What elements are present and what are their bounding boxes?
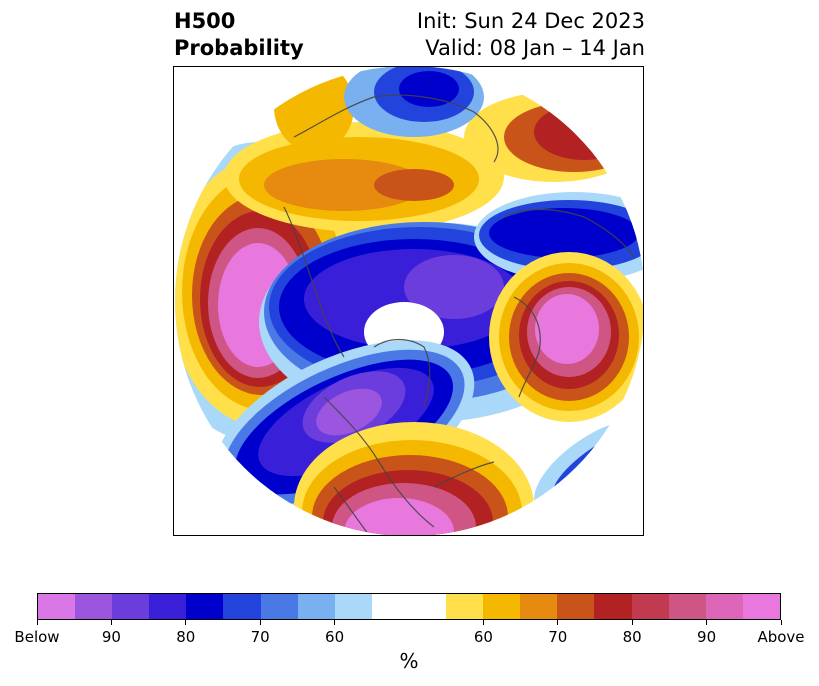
colorbar-swatch <box>705 594 743 619</box>
colorbar-swatch <box>631 594 669 619</box>
anomaly-eurasia-below <box>474 192 643 282</box>
colorbar-swatch <box>334 594 372 619</box>
colorbar-swatch <box>557 594 595 619</box>
colorbar-tick <box>334 620 336 625</box>
colorbar-swatch <box>260 594 298 619</box>
colorbar-tick <box>36 620 38 625</box>
colorbar-label: 60 <box>325 628 345 646</box>
colorbar-label: 70 <box>548 628 568 646</box>
colorbar-swatch <box>38 594 76 619</box>
colorbar-label: 90 <box>697 628 717 646</box>
title-variable: H500 <box>174 9 236 33</box>
colorbar-tick <box>557 620 559 625</box>
colorbar-swatch <box>186 594 224 619</box>
colorbar-label: 90 <box>101 628 121 646</box>
colorbar-tick <box>780 620 782 625</box>
colorbar-label: 80 <box>622 628 642 646</box>
colorbar-swatch <box>112 594 150 619</box>
colorbar-swatch <box>408 594 447 619</box>
map-svg <box>175 67 643 535</box>
colorbar-swatch <box>297 594 335 619</box>
colorbar-swatch <box>446 594 484 619</box>
colorbar-tick <box>110 620 112 625</box>
title-left: H500 Probability <box>174 8 304 62</box>
colorbar-swatch <box>149 594 187 619</box>
probability-map <box>173 66 644 536</box>
init-date: Init: Sun 24 Dec 2023 <box>416 9 645 33</box>
colorbar-swatch <box>520 594 558 619</box>
colorbar-swatch <box>483 594 521 619</box>
colorbar-swatch <box>371 594 409 619</box>
valid-range: Valid: 08 Jan – 14 Jan <box>425 36 645 60</box>
anomaly-europe-above <box>489 252 643 422</box>
colorbar-tick <box>631 620 633 625</box>
colorbar <box>37 593 781 620</box>
colorbar-swatch <box>594 594 632 619</box>
title-right: Init: Sun 24 Dec 2023 Valid: 08 Jan – 14… <box>417 8 645 62</box>
colorbar-unit: % <box>399 649 419 673</box>
colorbar-tick <box>482 620 484 625</box>
title-product: Probability <box>174 36 304 60</box>
colorbar-swatch <box>742 594 780 619</box>
colorbar-label: Above <box>757 628 805 646</box>
colorbar-swatch <box>668 594 706 619</box>
colorbar-label: 70 <box>250 628 270 646</box>
colorbar-swatch <box>223 594 261 619</box>
anomaly-us-above <box>294 422 534 535</box>
colorbar-tick <box>185 620 187 625</box>
colorbar-tick <box>259 620 261 625</box>
coastlines <box>283 94 635 535</box>
colorbar-label: 60 <box>473 628 493 646</box>
colorbar-label: Below <box>14 628 60 646</box>
anomaly-field <box>175 67 643 535</box>
colorbar-tick <box>706 620 708 625</box>
colorbar-label: 80 <box>176 628 196 646</box>
colorbar-swatch <box>75 594 113 619</box>
